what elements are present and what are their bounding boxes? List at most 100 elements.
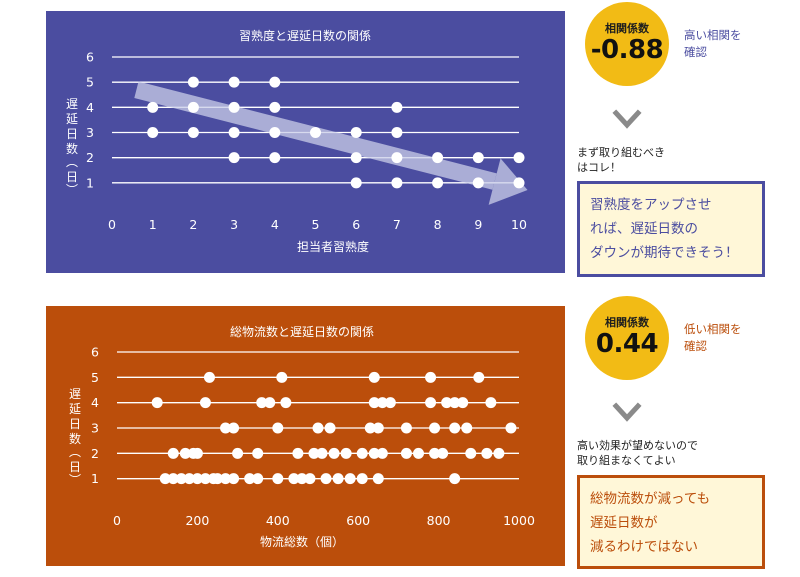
note-line: 低い相関を [684,322,742,336]
data-point [191,447,203,459]
data-point [179,447,191,459]
data-point [473,371,485,383]
data-point [232,447,244,459]
data-point [372,422,384,434]
y-tick-label: 5 [91,370,99,385]
data-point [449,473,461,485]
data-point [183,473,195,485]
data-point [276,371,288,383]
data-point [308,447,320,459]
data-point [429,422,441,434]
data-point [228,152,240,164]
data-point [384,397,396,409]
conclusion-box-bottom: 総物流数が減っても 遅延日数が 減るわけではない [577,475,765,569]
data-point [324,422,336,434]
data-point [364,422,376,434]
chart-panel-skill: 習熟度と遅延日数の関係 1 2 3 4 5 6 0 1 2 3 4 5 6 7 8 9 10 担当者習熟度 遅延日数︵… [46,11,565,273]
data-point [228,473,240,485]
data-point [269,101,281,113]
data-point [368,397,380,409]
data-point [400,422,412,434]
chart-title: 習熟度と遅延日数の関係 [239,28,371,43]
data-point [472,152,484,164]
badge-label: 相関係数 [605,22,649,35]
scatter-chart-skill: 習熟度と遅延日数の関係 1 2 3 4 5 6 0 1 2 3 4 5 6 7 8 9 10 担当者習熟度 遅延日数︵… [66,28,528,254]
x-tick-label: 1 [149,217,157,232]
data-point [228,76,240,88]
x-tick-label: 800 [427,513,451,528]
correlation-badge-top: 相関係数 -0.88 [585,2,669,86]
data-point [340,447,352,459]
correlation-badge-bottom: 相関係数 0.44 [585,296,669,380]
data-point [449,397,461,409]
data-point [413,447,424,459]
data-point [167,473,179,485]
data-point [288,473,300,485]
data-point [356,447,368,459]
data-point [350,152,362,164]
badge-value: -0.88 [590,35,664,65]
y-tick-label: 1 [86,175,94,190]
data-point [505,422,517,434]
data-point [429,447,441,459]
data-point [432,152,444,164]
data-point [320,473,332,485]
x-tick-label: 600 [346,513,370,528]
correlation-note-top: 高い相関を 確認 [684,27,742,61]
data-point [513,177,525,189]
data-point [461,422,473,434]
data-point [372,473,384,485]
data-point [269,127,281,138]
data-point [350,127,362,138]
y-axis-label: 遅延日数︵日︶ [66,97,78,197]
data-point [316,447,328,459]
x-tick-label: 3 [230,217,238,232]
data-point [272,422,284,434]
x-tick-label: 7 [393,217,401,232]
x-tick-label: 9 [474,217,482,232]
data-point [167,447,179,459]
chart-panel-shipments: 総物流数と遅延日数の関係 1 2 3 4 5 6 0 200 400 600 800 1000 物流総数（… [46,306,565,566]
y-tick-label: 3 [86,125,94,140]
data-point [187,127,199,138]
data-point [332,473,344,485]
data-point [264,397,276,409]
conclusion-box-top: 習熟度をアップさせ れば、遅延日数の ダウンが期待できそう！ [577,181,765,277]
x-tick-label: 4 [271,217,279,232]
data-point [485,397,497,409]
y-tick-label: 1 [91,471,99,486]
box-line: 減るわけではない [590,539,698,555]
data-point [220,473,232,485]
data-point [493,447,505,459]
data-point [199,473,211,485]
box-line: 遅延日数が [590,515,658,531]
data-point [292,447,304,459]
data-point [212,473,223,485]
comment-line: まず取り組むべき [577,146,665,159]
data-point [368,447,380,459]
y-tick-label: 4 [91,395,99,410]
data-point [304,473,316,485]
data-point [244,473,256,485]
data-point [256,397,268,409]
y-tick-label: 2 [86,150,94,165]
badge-value: 0.44 [595,329,659,359]
y-tick-label: 2 [91,446,99,461]
data-point [310,127,321,138]
data-point [457,397,469,409]
data-point [269,152,281,164]
data-point [391,101,403,113]
data-point [228,422,240,434]
correlation-note-bottom: 低い相関を 確認 [684,321,742,355]
data-point [147,101,159,113]
x-tick-label: 10 [511,217,527,232]
data-point [425,397,437,409]
chevron-down-arrow-icon [612,402,642,422]
note-line: 確認 [684,339,707,353]
box-line: ダウンが期待できそう！ [590,245,739,261]
data-point [376,447,388,459]
x-tick-label: 6 [352,217,360,232]
data-point [228,127,240,138]
data-point [151,397,163,409]
comment-bottom: 高い効果が望めないので 取り組まなくてよい [577,438,698,468]
